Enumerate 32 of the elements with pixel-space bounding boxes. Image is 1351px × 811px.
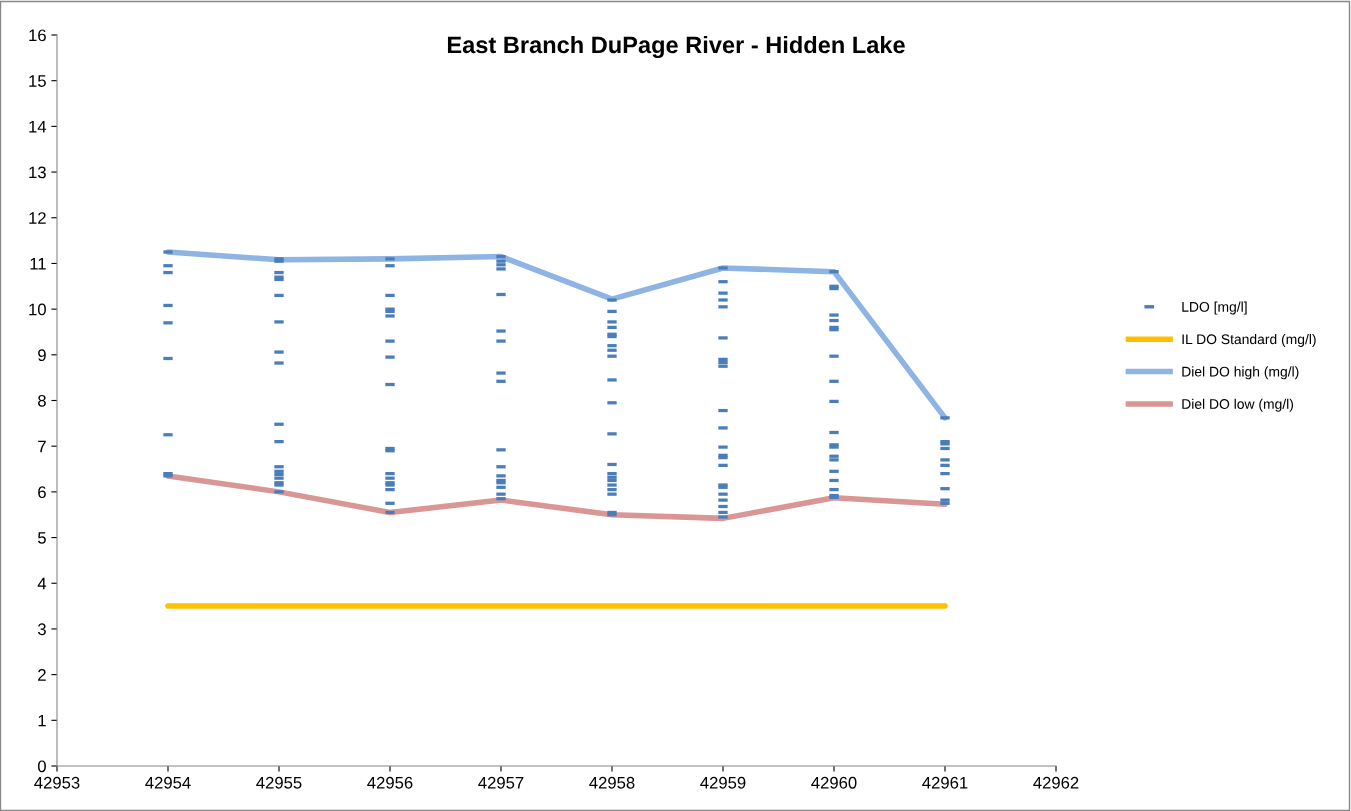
y-tick-label: 13 — [29, 166, 46, 179]
x-tick-label: 42953 — [34, 776, 80, 789]
legend-label: Diel DO high (mg/l) — [1182, 366, 1299, 380]
y-tick-label: 12 — [29, 212, 46, 224]
y-tick-label: 1 — [38, 714, 46, 727]
x-tick-label: 42957 — [478, 776, 524, 789]
x-tick-label: 42960 — [811, 776, 857, 789]
y-tick-label: 4 — [37, 577, 47, 590]
legend-label: Diel DO low (mg/l) — [1182, 398, 1294, 412]
y-tick-label: 15 — [29, 75, 46, 87]
x-tick-label: 42959 — [700, 776, 746, 789]
y-tick-label: 3 — [37, 623, 46, 636]
y-tick-label: 6 — [38, 486, 46, 499]
legend-label: LDO [mg/l] — [1182, 301, 1247, 315]
y-tick-label: 0 — [37, 760, 46, 773]
x-tick-label: 42954 — [145, 776, 191, 789]
y-tick-label: 14 — [29, 120, 47, 133]
x-tick-label: 42961 — [922, 776, 968, 789]
x-tick-label: 42956 — [367, 776, 413, 789]
x-tick-label: 42955 — [256, 776, 302, 789]
y-tick-label: 10 — [29, 303, 46, 316]
legend-label: IL DO Standard (mg/l) — [1182, 333, 1316, 347]
y-tick-label: 2 — [38, 669, 46, 681]
x-tick-label: 42958 — [589, 776, 635, 789]
chart-title: East Branch DuPage River - Hidden Lake — [447, 35, 905, 59]
x-tick-label: 42962 — [1033, 776, 1079, 789]
y-tick-label: 8 — [38, 394, 46, 407]
y-tick-label: 7 — [38, 440, 46, 453]
y-tick-label: 9 — [38, 349, 46, 362]
y-tick-label: 5 — [37, 532, 46, 544]
y-tick-label: 11 — [30, 258, 46, 270]
y-tick-label: 16 — [29, 29, 46, 42]
